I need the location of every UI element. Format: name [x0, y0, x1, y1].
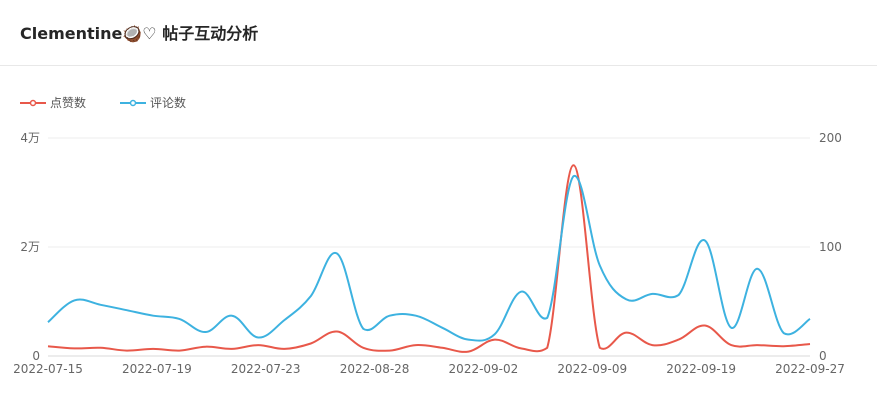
y-left-tick-label: 2万: [20, 240, 40, 254]
y-right-tick-label: 200: [819, 131, 842, 145]
x-tick-label: 2022-09-09: [557, 362, 627, 376]
y-right-tick-label: 0: [819, 349, 827, 363]
legend-label[interactable]: 评论数: [150, 95, 186, 110]
series-line-2[interactable]: [47, 175, 811, 342]
y-axis-right: 0 100 200: [819, 131, 842, 363]
y-left-tick-label: 4万: [20, 131, 40, 145]
x-tick-label: 2022-09-27: [775, 362, 845, 376]
legend-swatch-marker[interactable]: [29, 99, 37, 107]
x-tick-label: 2022-08-28: [340, 362, 410, 376]
grid-lines: [48, 137, 810, 357]
legend-label[interactable]: 点赞数: [50, 95, 86, 110]
y-axis-left: 0 2万 4万: [20, 131, 40, 363]
x-tick-label: 2022-07-19: [122, 362, 192, 376]
chart-legend[interactable]: 点赞数 评论数: [20, 95, 186, 110]
x-tick-label: 2022-07-23: [231, 362, 301, 376]
series-line-1[interactable]: [47, 164, 811, 353]
y-right-tick-label: 100: [819, 240, 842, 254]
x-tick-label: 2022-09-02: [449, 362, 519, 376]
x-axis: 2022-07-15 2022-07-19 2022-07-23 2022-08-28…: [13, 362, 845, 376]
y-left-tick-label: 0: [32, 349, 40, 363]
page-title: Clementine🥥♡ 帖子互动分析: [20, 24, 259, 43]
panel-header: Clementine🥥♡ 帖子互动分析: [0, 0, 877, 66]
legend-swatch-marker[interactable]: [129, 99, 137, 107]
x-tick-label: 2022-07-15: [13, 362, 83, 376]
series-lines[interactable]: [47, 164, 811, 353]
x-tick-label: 2022-09-19: [666, 362, 736, 376]
